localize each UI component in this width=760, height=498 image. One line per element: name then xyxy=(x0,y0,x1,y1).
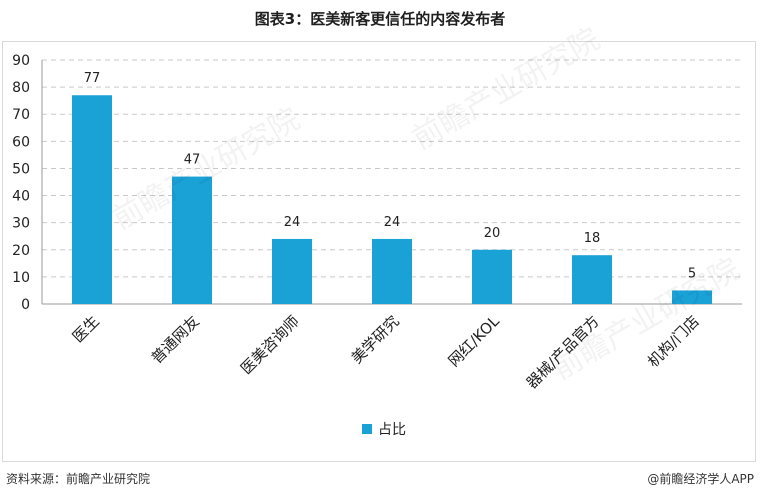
data-label: 5 xyxy=(688,266,696,281)
watermark: 前瞻产业研究院 xyxy=(407,22,606,157)
brand-credit: @前瞻经济学人APP xyxy=(647,472,754,486)
data-label: 24 xyxy=(384,215,401,230)
x-tick-label: 普通网友 xyxy=(148,312,203,367)
bar-0 xyxy=(72,95,112,304)
bar-1 xyxy=(172,176,212,304)
source-note: 资料来源：前瞻产业研究院 xyxy=(6,472,151,486)
x-tick-label: 美学研究 xyxy=(348,312,403,367)
chart-frame xyxy=(2,41,756,462)
footer: 资料来源：前瞻产业研究院 @前瞻经济学人APP xyxy=(6,470,754,490)
legend-label: 占比 xyxy=(378,422,406,438)
y-tick-label: 0 xyxy=(21,297,30,313)
x-tick-label: 医美咨询师 xyxy=(237,312,303,378)
bar-4 xyxy=(472,249,512,304)
y-tick-label: 70 xyxy=(12,107,30,123)
y-tick-label: 80 xyxy=(12,80,30,96)
data-label: 47 xyxy=(184,153,201,168)
x-tick-label: 网红/KOL xyxy=(445,312,504,371)
y-tick-label: 30 xyxy=(12,216,30,232)
legend-swatch xyxy=(362,424,372,434)
y-tick-label: 10 xyxy=(12,270,30,286)
y-tick-label: 20 xyxy=(12,243,30,259)
bar-6 xyxy=(672,290,712,304)
data-label: 24 xyxy=(284,215,301,230)
bar-3 xyxy=(372,238,412,304)
data-label: 77 xyxy=(84,71,101,86)
y-tick-label: 90 xyxy=(12,53,30,69)
bar-2 xyxy=(272,238,312,304)
y-tick-label: 40 xyxy=(12,189,30,205)
chart-title: 图表3：医美新客更信任的内容发布者 xyxy=(254,10,506,28)
data-label: 18 xyxy=(584,231,601,246)
y-tick-label: 60 xyxy=(12,134,30,150)
y-tick-label: 50 xyxy=(12,161,30,177)
data-label: 20 xyxy=(484,226,501,241)
bar-5 xyxy=(572,255,612,304)
x-tick-label: 医生 xyxy=(69,312,103,346)
